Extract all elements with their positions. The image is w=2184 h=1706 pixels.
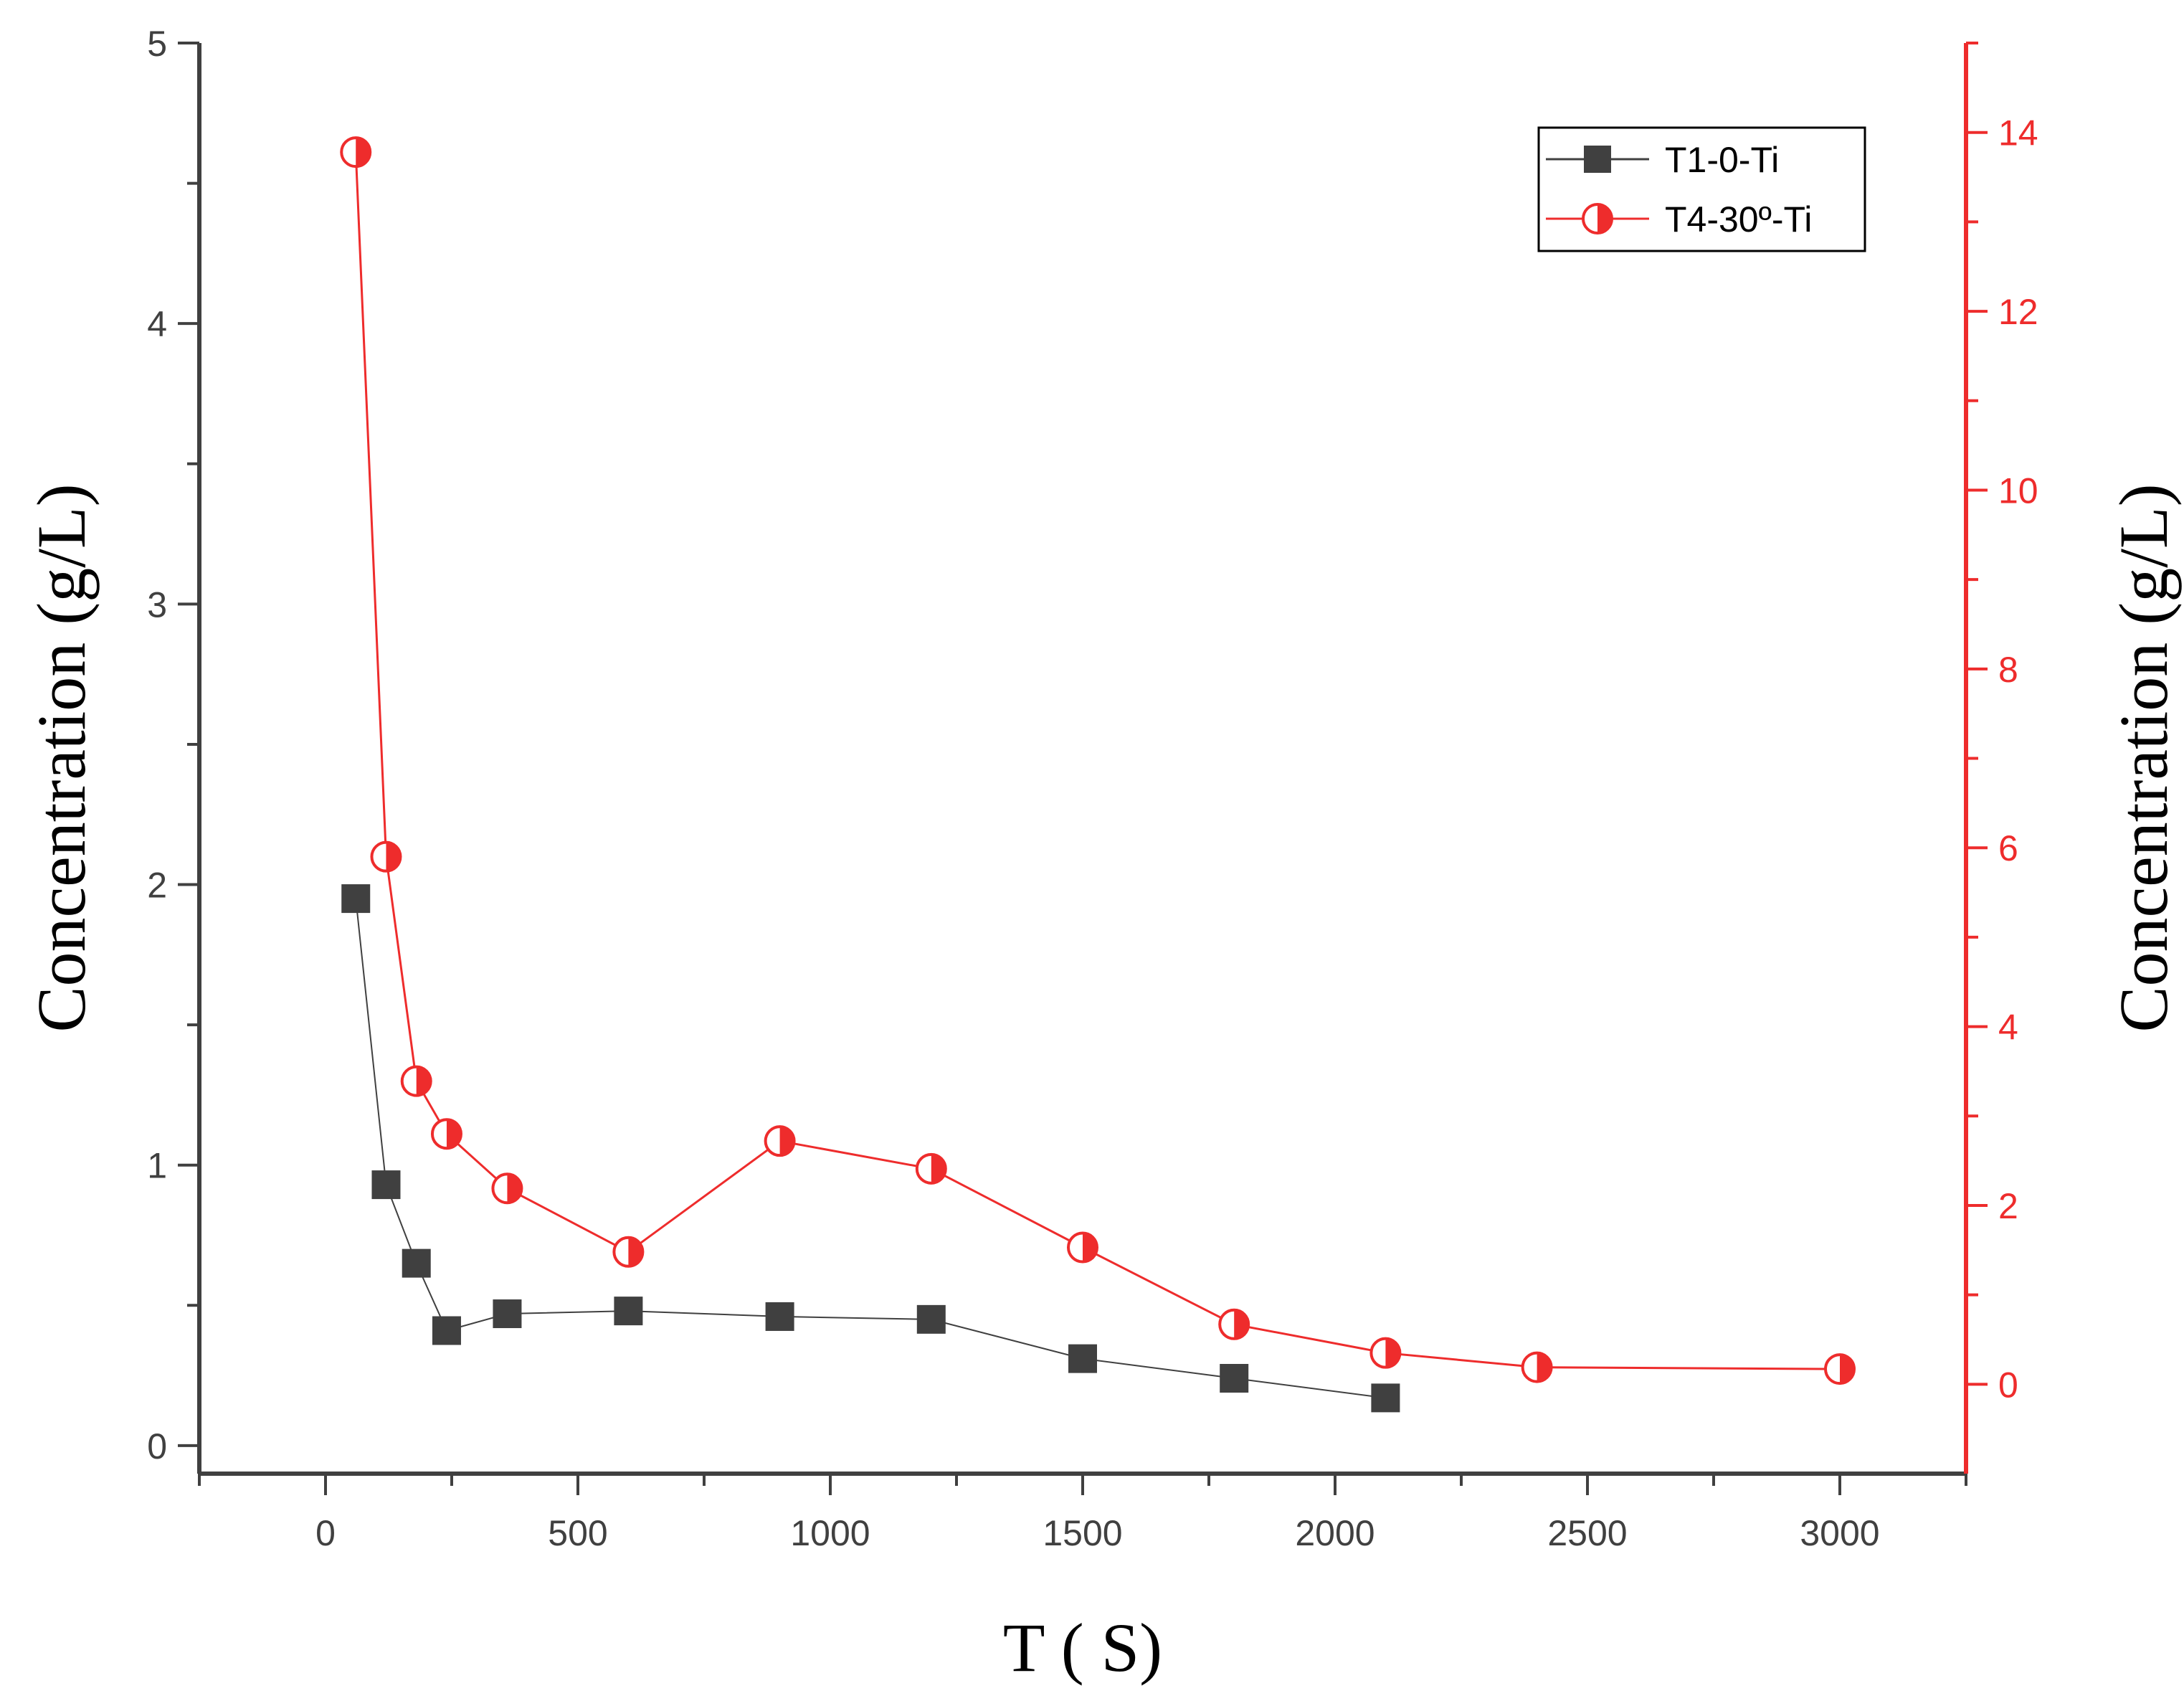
data-point-fill <box>1234 1309 1249 1339</box>
y-left-tick-label: 1 <box>147 1146 167 1186</box>
series-2 <box>340 136 1856 1385</box>
y-axis-left-title: Concentration (g/L) <box>23 483 100 1032</box>
x-tick-label: 1500 <box>1043 1513 1122 1553</box>
x-tick-label: 2000 <box>1295 1513 1375 1553</box>
data-point-fill <box>446 1119 461 1149</box>
series-line <box>354 152 1841 1370</box>
data-point <box>1371 1383 1400 1413</box>
data-point-fill <box>628 1237 643 1266</box>
data-point <box>614 1297 643 1326</box>
data-point <box>370 840 402 873</box>
data-point <box>1218 1308 1250 1340</box>
x-tick-label: 1000 <box>790 1513 870 1553</box>
y-left-tick-label: 0 <box>147 1426 167 1466</box>
data-point-fill <box>416 1066 431 1096</box>
y-right-tick-label: 12 <box>1998 292 2038 332</box>
data-point <box>1369 1337 1402 1369</box>
data-point-fill <box>1537 1352 1552 1382</box>
series-layer <box>340 136 1856 1413</box>
data-point <box>430 1118 462 1150</box>
legend-label-t1: T1-0-Ti <box>1665 140 1779 180</box>
data-point-fill <box>931 1154 946 1183</box>
y-right-tick-label: 2 <box>1998 1186 2018 1226</box>
data-point <box>402 1248 431 1278</box>
data-point-fill <box>1385 1338 1400 1368</box>
data-point <box>340 136 372 169</box>
data-point <box>1824 1353 1856 1385</box>
data-point <box>1220 1364 1249 1393</box>
data-point <box>371 1170 401 1200</box>
data-point <box>432 1316 461 1345</box>
y-right-tick-label: 0 <box>1998 1365 2018 1405</box>
y-right-tick-label: 8 <box>1998 650 2018 690</box>
data-point <box>612 1236 645 1268</box>
y-right-tick-label: 4 <box>1998 1008 2018 1048</box>
axis-ticks: 0 500 1000 1500 2000 2500 30000123450246810121… <box>147 24 2038 1553</box>
legend-item-t1: T1-0-Ti <box>1546 140 1779 180</box>
data-point <box>400 1065 432 1097</box>
data-point-fill <box>779 1127 794 1156</box>
y-right-tick-label: 10 <box>1998 470 2038 511</box>
data-point <box>491 1172 523 1205</box>
y-left-tick-label: 5 <box>147 24 167 64</box>
x-tick-label: 500 <box>548 1513 607 1553</box>
data-point <box>1521 1351 1553 1383</box>
data-point-fill <box>386 842 401 871</box>
y-axis-right-title: Concentration (g/L) <box>2105 483 2182 1032</box>
x-tick-label: 2500 <box>1547 1513 1627 1553</box>
data-point <box>341 884 371 914</box>
data-point <box>765 1302 794 1331</box>
y-right-tick-label: 6 <box>1998 828 2018 868</box>
data-point <box>916 1304 946 1334</box>
y-left-tick-label: 2 <box>147 866 167 906</box>
data-point-fill <box>1083 1233 1097 1262</box>
y-left-tick-label: 4 <box>147 304 167 344</box>
data-point <box>1067 1231 1098 1264</box>
data-point <box>764 1125 796 1157</box>
series-1 <box>341 884 1400 1413</box>
data-point-fill <box>356 138 371 167</box>
y-right-tick-label: 14 <box>1998 113 2038 153</box>
x-axis-title: T ( S) <box>1003 1609 1162 1686</box>
data-point <box>493 1299 522 1329</box>
data-point <box>1068 1344 1097 1373</box>
data-point-fill <box>1840 1355 1854 1384</box>
legend-item-t4: T4-30º-Ti <box>1546 199 1812 240</box>
legend: T1-0-Ti T4-30º-Ti <box>1537 126 1866 252</box>
data-point <box>915 1152 947 1185</box>
legend-label-t4: T4-30º-Ti <box>1665 199 1812 240</box>
y-left-tick-label: 3 <box>147 584 167 625</box>
x-tick-label: 0 <box>315 1513 336 1553</box>
x-tick-label: 3000 <box>1800 1513 1879 1553</box>
data-point-fill <box>507 1174 522 1203</box>
legend-marker-t1 <box>1584 146 1611 173</box>
legend-marker-t4 <box>1582 203 1613 234</box>
